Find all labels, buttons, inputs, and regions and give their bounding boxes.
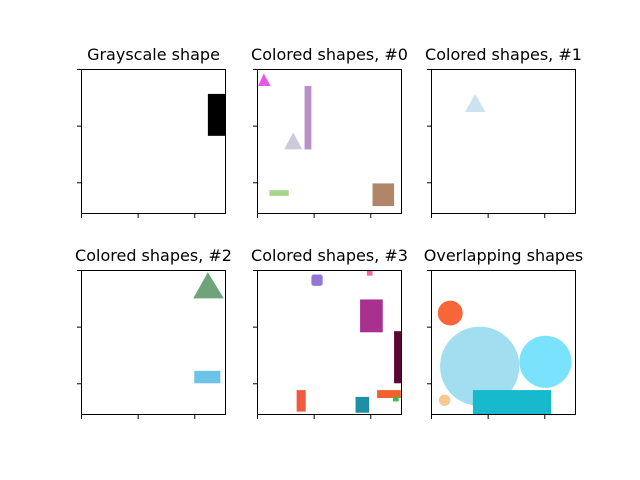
rectangle-shape-2 <box>360 299 383 333</box>
shape-layer <box>193 272 224 384</box>
subplot-2: Colored shapes, #1 <box>425 45 582 218</box>
rectangle-shape-6 <box>296 390 306 412</box>
axes-frame <box>431 69 576 214</box>
subplot-1: Colored shapes, #0 <box>251 45 408 218</box>
shape-layer <box>437 300 572 415</box>
shape-layer <box>258 73 395 207</box>
triangle-shape-2 <box>284 132 303 150</box>
circle-shape-2 <box>440 326 520 406</box>
plot-background <box>431 69 576 214</box>
axes-frame <box>257 69 402 214</box>
rectangle-shape-4 <box>372 183 395 207</box>
subplot-4: Colored shapes, #3 <box>251 246 408 419</box>
shape-layer <box>207 93 226 136</box>
subplots-layer: Grayscale shape Colored shapes, #0 Colored… <box>75 45 583 419</box>
rectangle-shape-3 <box>269 190 289 196</box>
rectangle-shape-7 <box>355 396 370 413</box>
axes-frame <box>431 270 576 415</box>
axes-frame <box>257 270 402 415</box>
rectangle-shape-0 <box>207 93 226 136</box>
rectangle-shape-1 <box>194 370 221 384</box>
rectangle-shape-4 <box>377 390 401 399</box>
rectangle-shape-4 <box>472 390 552 415</box>
triangle-shape-0 <box>193 272 224 299</box>
subplot-title: Colored shapes, #0 <box>251 45 408 64</box>
shape-layer <box>296 270 402 413</box>
subplot-title: Colored shapes, #2 <box>75 246 232 265</box>
subplot-3: Colored shapes, #2 <box>75 246 232 419</box>
plot-background <box>81 69 226 214</box>
rounded-square-shape-0 <box>311 274 323 286</box>
rectangle-shape-1 <box>304 85 312 150</box>
subplot-0: Grayscale shape <box>77 45 226 218</box>
triangle-shape-0 <box>464 93 486 113</box>
subplot-title: Colored shapes, #3 <box>251 246 408 265</box>
shape-layer <box>464 93 486 113</box>
circle-shape-3 <box>519 335 572 388</box>
triangle-shape-0 <box>258 73 271 86</box>
subplot-5: Overlapping shapes <box>424 246 584 419</box>
circle-shape-0 <box>437 300 463 326</box>
rectangle-shape-5 <box>392 396 399 402</box>
rectangle-shape-1 <box>366 270 373 276</box>
axes-frame <box>81 69 226 214</box>
rectangle-shape-3 <box>394 331 402 384</box>
circle-shape-1 <box>438 394 451 406</box>
subplot-title: Colored shapes, #1 <box>425 45 582 64</box>
subplot-title: Grayscale shape <box>87 45 220 64</box>
axes-frame <box>81 270 226 415</box>
subplot-title: Overlapping shapes <box>424 246 584 265</box>
